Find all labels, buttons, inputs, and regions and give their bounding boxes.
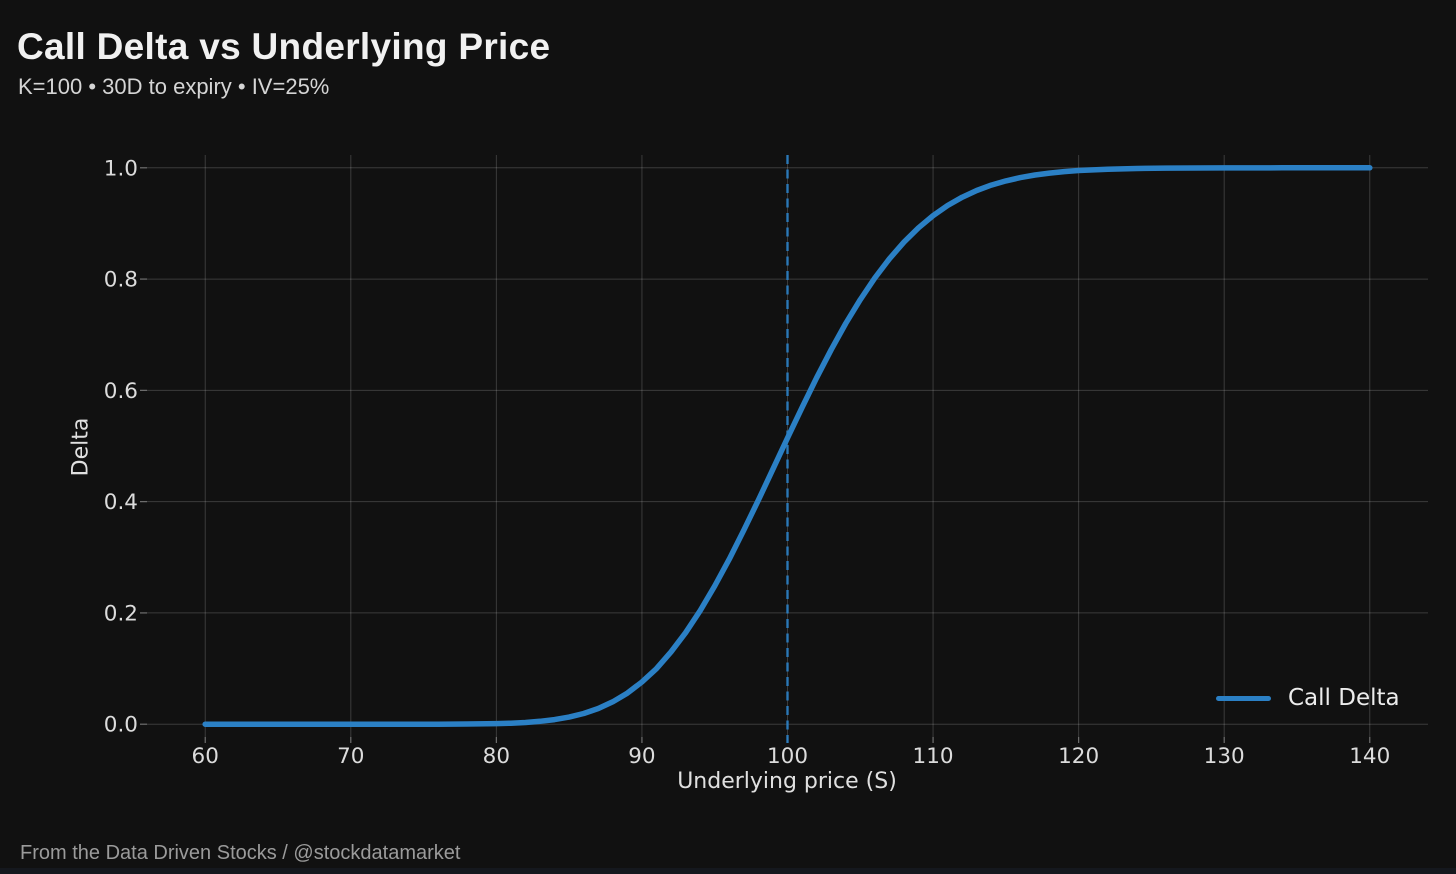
x-tick-label: 110 bbox=[913, 744, 954, 769]
y-tick-label: 0.2 bbox=[104, 601, 138, 626]
x-tick-label: 130 bbox=[1204, 744, 1245, 769]
legend-label: Call Delta bbox=[1288, 685, 1400, 711]
y-tick-label: 1.0 bbox=[104, 156, 138, 181]
y-tick-label: 0.8 bbox=[104, 268, 138, 293]
bottom-strip bbox=[0, 868, 1456, 874]
legend-line-swatch bbox=[1216, 695, 1271, 701]
y-tick-label: 0.4 bbox=[104, 490, 138, 515]
y-tick-label: 0.0 bbox=[104, 713, 138, 738]
legend: Call Delta bbox=[1216, 685, 1400, 711]
x-tick-label: 120 bbox=[1058, 744, 1099, 769]
x-tick-label: 60 bbox=[192, 744, 219, 769]
x-tick-label: 100 bbox=[767, 744, 808, 769]
x-tick-label: 70 bbox=[337, 744, 364, 769]
chart-subtitle: K=100 • 30D to expiry • IV=25% bbox=[18, 74, 330, 99]
x-tick-label: 90 bbox=[628, 744, 655, 769]
x-tick-label: 80 bbox=[483, 744, 510, 769]
call-delta-curve bbox=[202, 165, 1373, 727]
x-axis-label: Underlying price (S) bbox=[677, 769, 897, 794]
footer-credit: From the Data Driven Stocks / @stockdata… bbox=[20, 842, 461, 864]
chart-title: Call Delta vs Underlying Price bbox=[17, 26, 551, 67]
y-tick-label: 0.6 bbox=[104, 379, 138, 404]
x-tick-label: 140 bbox=[1349, 744, 1390, 769]
y-axis-label: Delta bbox=[68, 417, 94, 477]
